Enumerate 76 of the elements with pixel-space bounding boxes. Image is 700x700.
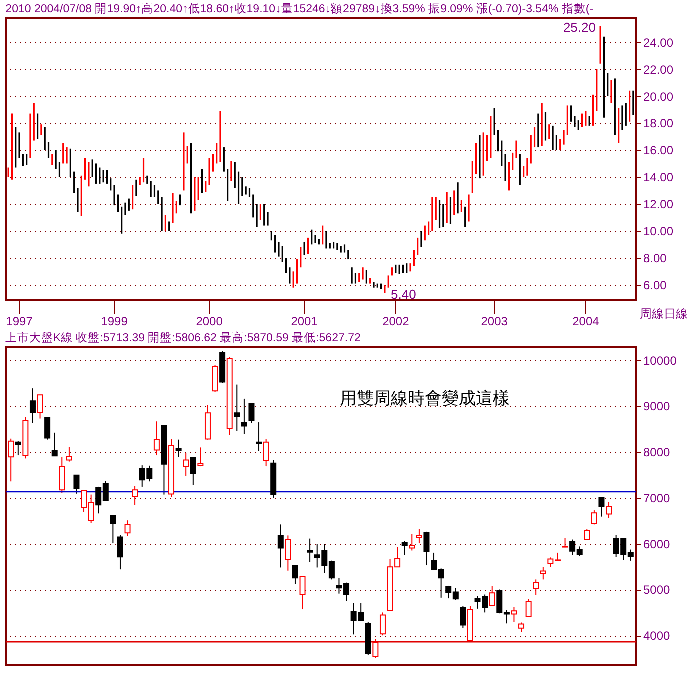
candlestick: [256, 422, 262, 452]
candlestick: [292, 565, 298, 585]
candlestick: [562, 538, 568, 548]
annotation: 5.40: [391, 287, 416, 302]
candlestick: [241, 398, 248, 435]
candlestick: [190, 458, 196, 486]
candlestick: [198, 447, 204, 468]
candlestick: [606, 502, 612, 519]
y-tick-label: 16.00: [644, 144, 674, 158]
y-tick-label: 9000: [644, 400, 671, 414]
candlestick: [8, 438, 14, 482]
y-tick-label: 7000: [644, 491, 671, 506]
y-tick-label: 10000: [644, 354, 678, 368]
chart-title: 上市大盤K線 收盤:5713.39 開盤:5806.62 最高:5870.59 最低:5627.72: [5, 330, 361, 344]
annotation: 25.20: [563, 20, 596, 35]
y-tick-label: 6.00: [644, 278, 668, 293]
candlestick: [154, 421, 160, 456]
candlestick: [424, 531, 430, 566]
y-tick-label: 5000: [644, 583, 671, 598]
candlestick: [533, 579, 540, 596]
candlestick: [409, 534, 416, 552]
candlestick: [372, 638, 379, 659]
y-tick-label: 10.00: [644, 224, 674, 239]
candlestick: [460, 606, 466, 629]
candlestick: [234, 384, 240, 432]
candlestick: [15, 440, 22, 456]
candlestick: [59, 456, 66, 494]
candlestick: [110, 515, 116, 544]
x-tick-label: 2002: [382, 314, 410, 328]
candlestick: [598, 496, 605, 518]
x-tick-label: 2004: [572, 314, 600, 328]
candlestick: [489, 585, 496, 606]
y-tick-label: 6000: [644, 537, 671, 552]
candlestick: [300, 576, 306, 610]
candlestick: [30, 388, 36, 424]
x-tick-label: 2003: [481, 314, 508, 328]
candlestick: [52, 432, 58, 457]
candlestick: [380, 612, 386, 636]
y-tick-label: 24.00: [644, 36, 674, 50]
candlestick: [263, 438, 270, 468]
candlestick: [584, 528, 590, 540]
x-tick-label: 2001: [291, 314, 318, 328]
candlestick: [176, 439, 182, 458]
y-tick-label: 18.00: [644, 116, 674, 131]
y-tick-label: 12.00: [644, 198, 674, 212]
candlestick: [416, 528, 422, 544]
candlestick: [117, 534, 124, 570]
candlestick: [44, 417, 51, 440]
candlestick: [278, 524, 284, 568]
candlestick: [248, 402, 255, 424]
candlestick: [132, 486, 138, 506]
y-tick-label: 8000: [644, 446, 671, 460]
x-tick-label: 1999: [101, 314, 128, 328]
candlestick: [591, 510, 598, 526]
candlestick: [526, 598, 532, 618]
y-tick-label: 4000: [644, 629, 671, 644]
candlestick: [540, 566, 546, 580]
x-tick-label: 2000: [196, 314, 224, 328]
candlestick: [511, 606, 518, 623]
text: 周線日線: [640, 307, 688, 321]
candlestick: [37, 394, 44, 420]
candlestick: [402, 540, 408, 556]
y-tick-label: 14.00: [644, 170, 674, 185]
candlestick: [285, 535, 292, 572]
chart-title: 2010 2004/07/08 開19.90↑高20.40↑低18.60↑收19.10↓量15246↓額29789↓換3.59% 振9.09% 漲(-0.70)-3.54% 指數(-: [6, 2, 594, 16]
y-tick-label: 22.00: [644, 62, 674, 77]
candlestick: [124, 520, 131, 537]
y-tick-label: 8.00: [644, 252, 668, 266]
annotation: 用雙周線時會變成這樣: [340, 389, 510, 408]
candlestick: [307, 538, 314, 563]
candlestick: [183, 452, 190, 476]
x-tick-label: 1997: [6, 314, 34, 328]
candlestick: [518, 622, 525, 633]
candlestick: [66, 446, 72, 462]
candlestick: [74, 474, 80, 494]
y-tick-label: 20.00: [644, 90, 674, 104]
